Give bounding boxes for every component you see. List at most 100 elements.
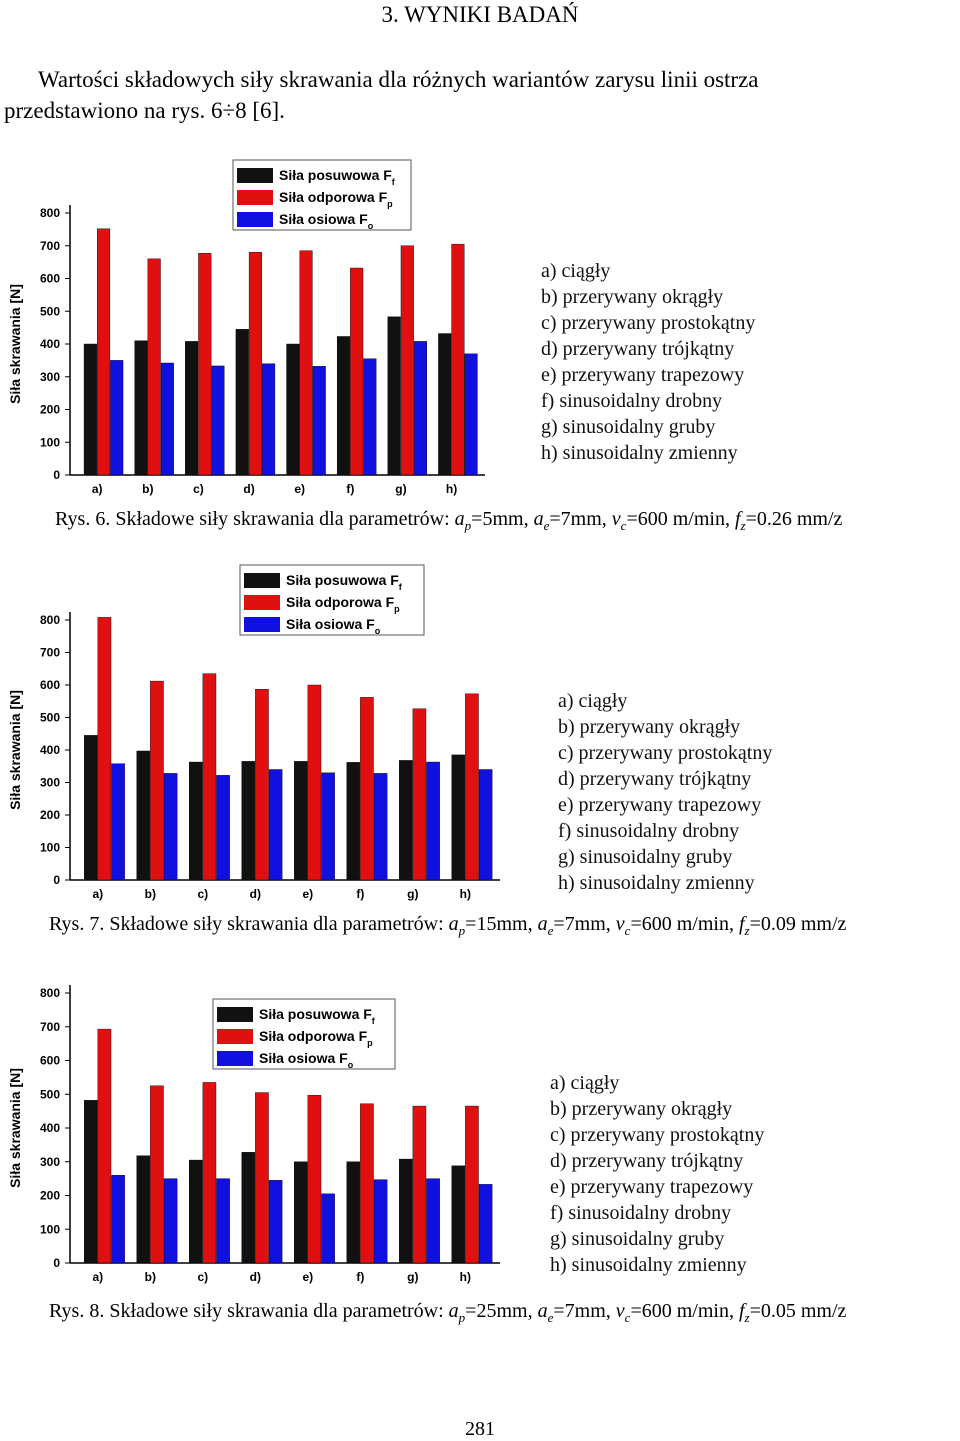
category-label: f) — [356, 1270, 364, 1284]
bar-osiowa — [363, 358, 377, 476]
caption-fz: =0.05 mm/z — [749, 1300, 847, 1322]
bar-odporowa — [150, 1085, 164, 1264]
bar-posuwowa — [399, 1158, 413, 1264]
variant-c: c) przerywany prostokątny — [541, 312, 756, 334]
bar-odporowa — [97, 617, 112, 881]
bar-posuwowa — [451, 1165, 466, 1264]
bar-osiowa — [163, 773, 178, 881]
y-tick-label: 800 — [40, 613, 60, 627]
bar-osiowa — [216, 775, 230, 881]
bar-osiowa — [110, 360, 124, 476]
bar-odporowa — [412, 708, 427, 881]
bar-odporowa — [299, 250, 313, 476]
bar-odporowa — [451, 243, 465, 476]
y-axis-label: Siła skrawania [N] — [7, 284, 23, 404]
y-tick-label: 700 — [40, 1020, 60, 1034]
variant-d: d) przerywany trójkątny — [558, 768, 752, 790]
bar-osiowa — [216, 1178, 230, 1264]
caption-vc: =600 m/min, — [630, 1300, 739, 1322]
figure-caption-rys7: Rys. 7. Składowe siły skrawania dla para… — [49, 913, 847, 938]
bar-osiowa — [111, 1175, 125, 1264]
category-label: a) — [92, 482, 103, 496]
bar-posuwowa — [83, 343, 97, 476]
bar-odporowa — [255, 689, 269, 881]
legend-swatch-posuwowa — [237, 168, 273, 183]
y-tick-label: 400 — [40, 1121, 60, 1135]
page-number: 281 — [465, 1418, 495, 1440]
legend-label-odporowa: Siła odporowa Fp — [259, 1028, 373, 1048]
category-label: c) — [193, 482, 204, 496]
variant-d: d) przerywany trójkątny — [541, 338, 735, 360]
bar-posuwowa — [336, 336, 351, 476]
caption-vc: =600 m/min, — [626, 508, 735, 530]
legend-label-posuwowa: Siła posuwowa Ff — [279, 167, 396, 187]
bar-posuwowa — [134, 340, 148, 476]
bar-posuwowa — [241, 1152, 256, 1264]
category-label: d) — [250, 1270, 261, 1284]
bar-osiowa — [426, 761, 440, 881]
category-label: g) — [407, 887, 418, 901]
variants-description-rys7: a) ciągły b) przerywany okrągły c) przer… — [558, 688, 772, 896]
bar-odporowa — [350, 267, 364, 476]
legend-swatch-osiowa — [217, 1051, 253, 1066]
caption-fz: =0.26 mm/z — [745, 508, 843, 530]
bar-osiowa — [160, 362, 174, 476]
bar-odporowa — [97, 1028, 112, 1264]
category-label: a) — [93, 1270, 104, 1284]
legend-swatch-posuwowa — [244, 573, 280, 588]
bar-posuwowa — [294, 1161, 308, 1264]
bar-osiowa — [373, 773, 388, 881]
bar-posuwowa — [136, 1155, 151, 1264]
bar-osiowa — [321, 1193, 335, 1264]
intro-text-line1: Wartości składowych siły skrawania dla r… — [38, 67, 759, 92]
legend-label-odporowa: Siła odporowa Fp — [279, 189, 393, 209]
bar-odporowa — [97, 228, 111, 476]
legend-swatch-odporowa — [237, 190, 273, 205]
category-label: b) — [145, 1270, 156, 1284]
category-label: c) — [198, 1270, 209, 1284]
caption-vc: =600 m/min, — [630, 913, 739, 935]
variant-e: e) przerywany trapezowy — [558, 794, 762, 816]
figure-caption-rys6: Rys. 6. Składowe siły skrawania dla para… — [55, 508, 843, 533]
figure-caption-rys8: Rys. 8. Składowe siły skrawania dla para… — [49, 1300, 847, 1325]
bar-posuwowa — [235, 329, 249, 476]
y-tick-label: 800 — [40, 986, 60, 1000]
caption-ap: =15mm, — [465, 913, 538, 935]
bar-chart-rys6: 0 100 200 300 400 500 600 700 800 Siła skrawania … — [7, 159, 485, 496]
category-label: e) — [303, 887, 314, 901]
bar-posuwowa — [83, 1100, 98, 1264]
legend-swatch-osiowa — [237, 212, 273, 227]
y-tick-label: 800 — [40, 206, 60, 220]
bar-odporowa — [412, 1105, 427, 1264]
bar-posuwowa — [83, 735, 98, 881]
variant-c: c) przerywany prostokątny — [558, 742, 773, 764]
category-label: h) — [460, 887, 471, 901]
bar-posuwowa — [188, 1159, 203, 1264]
bar-posuwowa — [185, 341, 199, 476]
bar-osiowa — [321, 772, 335, 881]
bar-posuwowa — [136, 750, 151, 881]
y-tick-label: 400 — [40, 743, 60, 757]
variant-g: g) sinusoidalny gruby — [541, 416, 716, 438]
caption-ae: =7mm, — [549, 508, 612, 530]
variant-c: c) przerywany prostokątny — [550, 1124, 765, 1146]
category-label: a) — [93, 887, 104, 901]
caption-prefix: Rys. 7. Składowe siły skrawania dla para… — [49, 913, 449, 935]
variants-description-rys8: a) ciągły b) przerywany okrągły c) przer… — [550, 1070, 764, 1278]
y-tick-label: 100 — [40, 435, 60, 449]
caption-prefix: Rys. 8. Składowe siły skrawania dla para… — [49, 1300, 449, 1322]
variant-f: f) sinusoidalny drobny — [558, 820, 740, 842]
caption-ae: =7mm, — [553, 913, 616, 935]
y-axis-label: Siła skrawania [N] — [7, 1068, 23, 1188]
bar-osiowa — [426, 1178, 440, 1264]
category-label: b) — [145, 887, 156, 901]
caption-fz: =0.09 mm/z — [749, 913, 847, 935]
bar-posuwowa — [346, 1161, 361, 1264]
category-label: d) — [243, 482, 254, 496]
caption-prefix: Rys. 6. Składowe siły skrawania dla para… — [55, 508, 455, 530]
variant-f: f) sinusoidalny drobny — [541, 390, 723, 412]
bar-osiowa — [312, 366, 326, 476]
bar-osiowa — [262, 363, 276, 476]
bar-posuwowa — [241, 761, 256, 881]
bar-odporowa — [465, 693, 479, 881]
